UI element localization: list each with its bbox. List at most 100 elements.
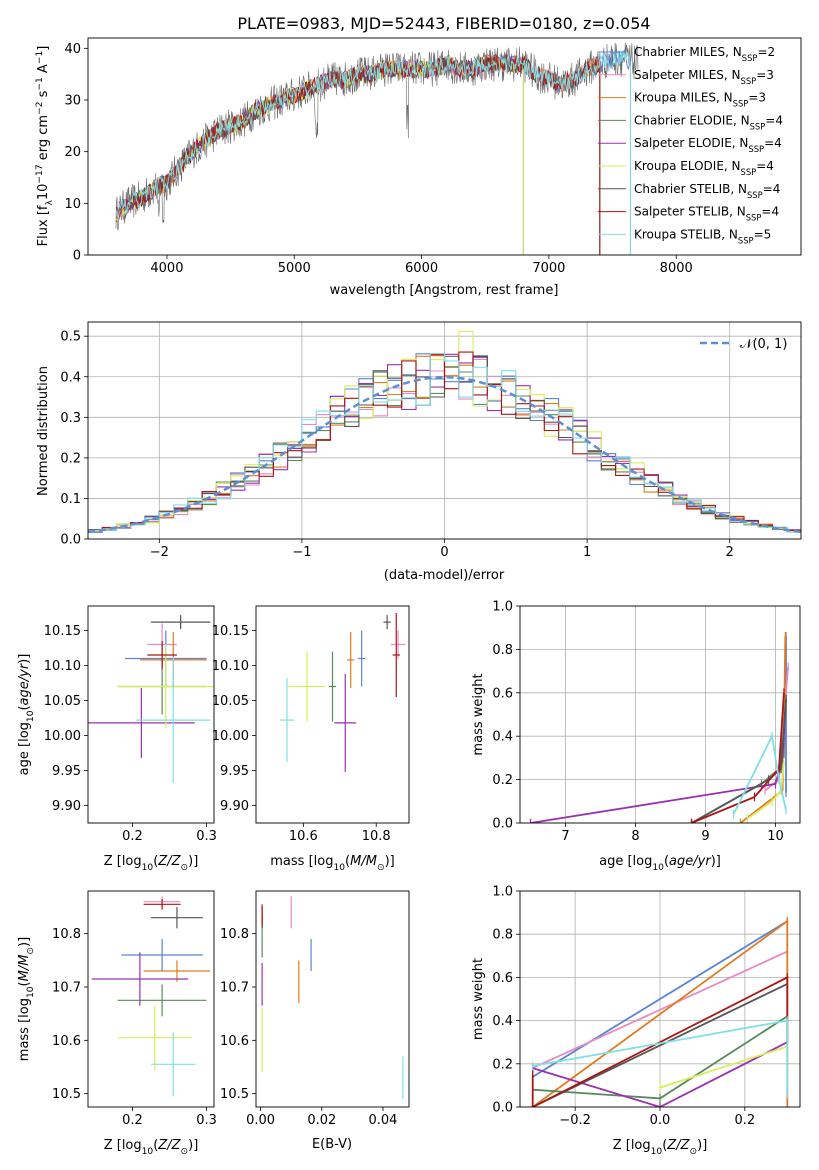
axes-frame: [87, 37, 802, 256]
x-axis-label-part: ⊙: [181, 1147, 189, 1157]
x-tick-label: 5000: [278, 261, 311, 276]
y-tick-label: 10.10: [212, 659, 249, 674]
y-tick-label: 9.95: [52, 764, 81, 779]
x-axis-label-part: Z/Z: [157, 1138, 181, 1153]
legend-label-part: Salpeter STELIB, N: [634, 205, 746, 219]
y-tick-label: 10.15: [44, 624, 81, 639]
x-tick-label: 10: [767, 829, 784, 844]
x-axis-label: wavelength [Angstrom, rest frame]: [330, 283, 559, 298]
x-axis-label: Z [log10(Z/Z⊙)]: [104, 1138, 199, 1157]
x-axis-label-part: (: [664, 854, 669, 869]
x-tick-label: 10.6: [289, 829, 318, 844]
y-tick-label: 0.8: [492, 643, 513, 658]
y-axis-label-part: −1: [35, 51, 45, 64]
y-tick-label: 10: [64, 197, 81, 212]
x-axis-label-part: mass [log: [270, 854, 333, 869]
y-axis-label-part: age [log: [17, 722, 32, 775]
x-axis-label: age [log10(age/yr)]: [599, 854, 721, 873]
x-tick-label: 10.8: [362, 829, 391, 844]
weight-line: [532, 1041, 788, 1107]
x-tick-label: 4000: [150, 261, 183, 276]
x-axis-label-part: ⊙: [377, 863, 385, 873]
x-tick-label: 0: [440, 545, 448, 560]
x-axis-label-part: (: [662, 1138, 667, 1153]
x-axis-label-part: Z/Z: [157, 854, 181, 869]
legend-label-part: Salpeter ELODIE, N: [634, 136, 748, 150]
legend-label: Salpeter MILES, NSSP=3: [634, 68, 774, 86]
x-tick-label: 1: [583, 545, 591, 560]
x-tick-label: 0.3: [196, 829, 217, 844]
x-tick-label: 0.2: [122, 829, 143, 844]
weight-line: [531, 975, 789, 1107]
y-tick-label: 9.90: [52, 799, 81, 814]
x-tick-label: 0.00: [246, 1113, 275, 1128]
y-axis-label-part: 10: [26, 710, 36, 722]
x-axis-label-part: )]: [385, 854, 395, 869]
y-axis-label-part: A: [36, 64, 51, 77]
y-axis-label-part: (: [17, 705, 32, 710]
y-tick-label: 30: [64, 94, 81, 109]
y-axis-label: age [log10(age/yr)]: [17, 654, 36, 776]
y-tick-label: 0.1: [60, 492, 81, 507]
weight-line: [532, 983, 788, 1107]
y-tick-label: 0.0: [492, 817, 513, 832]
x-axis-label-part: 10: [142, 863, 154, 873]
x-axis-label-part: 10: [652, 863, 664, 873]
y-axis-label: mass weight: [471, 673, 486, 755]
weight-line: [732, 733, 787, 815]
y-tick-label: 10.05: [212, 694, 249, 709]
y-tick-label: 10.8: [52, 927, 81, 942]
legend-label: Chabrier ELODIE, NSSP=4: [634, 113, 783, 131]
x-axis-label: Z [log10(Z/Z⊙)]: [104, 854, 199, 873]
legend-label-part: SSP: [750, 121, 766, 131]
weight-line: [739, 636, 787, 823]
y-tick-label: 10.10: [44, 659, 81, 674]
legend-label-part: Chabrier MILES, N: [634, 45, 742, 59]
plot-area-mass_vs_ebv: [261, 896, 404, 1099]
y-axis-label-part: (: [17, 981, 32, 986]
y-tick-label: 10.8: [220, 927, 249, 942]
y-axis-label-part: ]: [36, 46, 51, 51]
weight-line: [532, 920, 788, 1078]
x-axis-label-part: (: [153, 854, 158, 869]
x-tick-label: 6000: [405, 261, 438, 276]
x-axis-label-part: Z [log: [613, 1138, 651, 1153]
legend-label-part: SSP: [741, 76, 757, 86]
y-tick-label: 0.2: [492, 773, 513, 788]
x-axis-label-part: )]: [188, 1138, 198, 1153]
legend-label-part: Salpeter MILES, N: [634, 68, 741, 82]
y-tick-label: 10.00: [44, 729, 81, 744]
y-axis-label-part: ⊙: [26, 947, 36, 955]
x-tick-label: 0.0: [650, 1113, 671, 1128]
y-tick-label: 0.5: [60, 330, 81, 345]
axes-residuals: −2 −1 0 1 2 0.0 0.1 0.2 0.3 0.4 0.5 𝒩(0, 1) (data-mo…: [36, 321, 802, 583]
y-tick-label: 20: [64, 145, 81, 160]
x-tick-label: 8: [631, 829, 639, 844]
model-spectrum-line: [115, 50, 631, 255]
plot-area-spectrum: [115, 42, 639, 255]
x-axis-label: Z [log10(Z/Z⊙)]: [613, 1138, 708, 1157]
y-axis-label-part: M/M: [17, 955, 32, 982]
legend-label-part: =3: [756, 68, 774, 82]
plot-area-mass_vs_Z: [91, 896, 211, 1097]
x-tick-label: −2: [150, 545, 169, 560]
x-axis-label-part: 10: [651, 1147, 663, 1157]
y-tick-label: 1.0: [492, 600, 513, 615]
y-tick-label: 10.5: [52, 1087, 81, 1102]
x-axis-label-part: Z [log: [104, 854, 142, 869]
x-axis-label-part: ⊙: [690, 1147, 698, 1157]
legend-label-part: =4: [764, 136, 782, 150]
y-tick-label: 0.6: [492, 971, 513, 986]
legend-label: 𝒩(0, 1): [740, 337, 787, 352]
y-axis-label-part: )]: [17, 937, 32, 947]
y-tick-label: 10.7: [52, 981, 81, 996]
y-axis-label: mass weight: [471, 958, 486, 1040]
axes-frame: [519, 890, 801, 1108]
x-axis-label: mass [log10(M/M⊙)]: [270, 854, 394, 873]
x-axis-label-part: (: [345, 854, 350, 869]
y-axis-label-part: −17: [35, 164, 45, 183]
axes-frame: [519, 605, 801, 824]
legend-label-part: SSP: [741, 167, 757, 177]
